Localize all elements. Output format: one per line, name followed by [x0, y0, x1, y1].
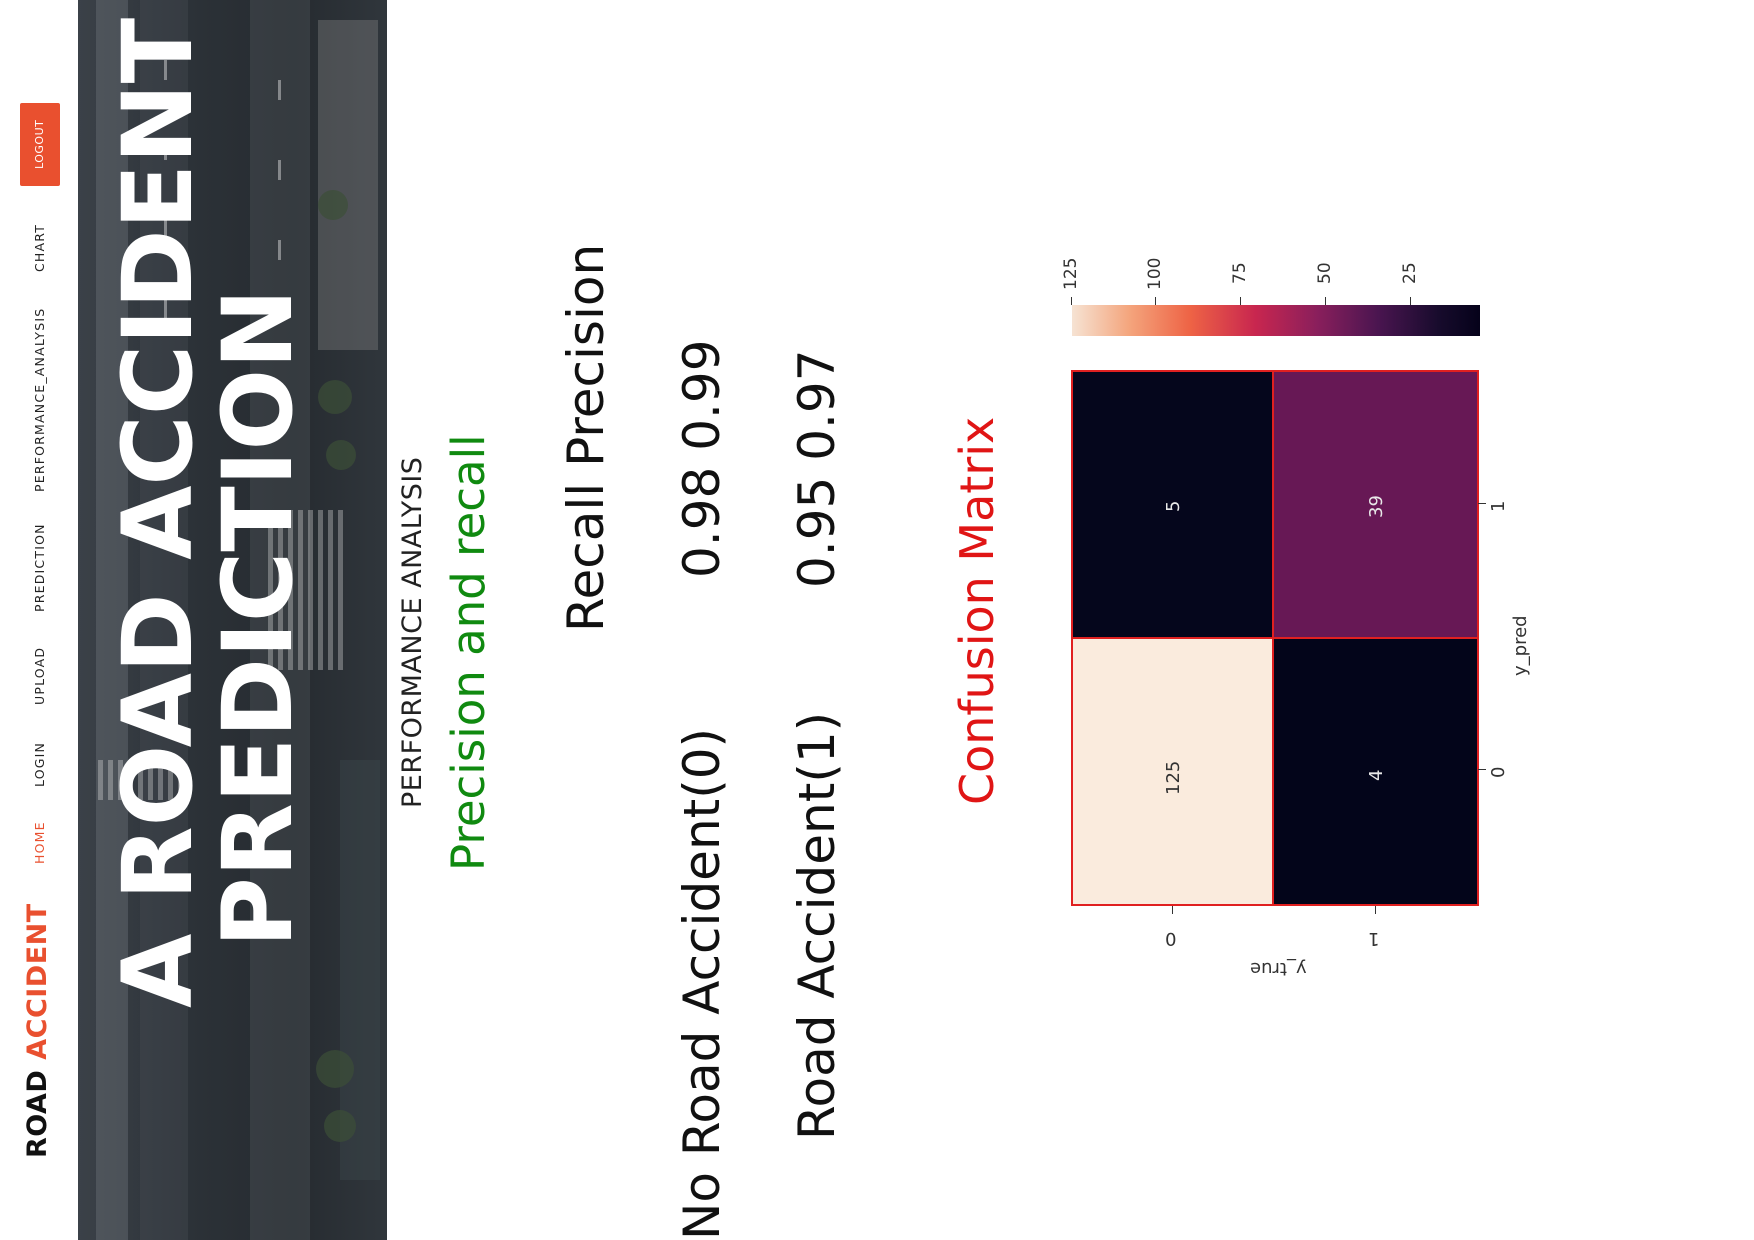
heatmap-cell: 5: [1071, 370, 1274, 639]
tree: [318, 190, 348, 220]
logout-button[interactable]: LOGOUT: [20, 103, 60, 186]
tick-mark: [1155, 297, 1156, 305]
lane-marking: [278, 160, 281, 180]
nav-home[interactable]: HOME: [32, 821, 47, 864]
lane-marking: [164, 140, 167, 160]
row-values-no-accident: 0.98 0.99: [673, 339, 731, 578]
section-label: PERFORMANCE ANALYSIS: [397, 456, 428, 808]
colorbar-tick: 25: [1400, 262, 1420, 284]
road-band: [96, 0, 128, 1240]
logout-label: LOGOUT: [33, 119, 46, 169]
lane-marking: [164, 300, 167, 320]
nav-bar: ROAD ACCIDENT HOME LOGIN UPLOAD PREDICTI…: [0, 0, 78, 1240]
nav-login[interactable]: LOGIN: [32, 741, 47, 787]
cell-value: 39: [1366, 495, 1387, 518]
colorbar-tick: 50: [1315, 262, 1335, 284]
nav-upload[interactable]: UPLOAD: [32, 646, 47, 705]
colorbar: [1072, 305, 1480, 336]
cell-value: 4: [1366, 769, 1387, 781]
tree: [318, 380, 352, 414]
confusion-matrix-title: Confusion Matrix: [950, 416, 1004, 805]
brand-logo[interactable]: ROAD ACCIDENT: [22, 903, 53, 1158]
cell-value: 5: [1163, 500, 1184, 512]
road-band: [250, 0, 310, 1240]
x-tick-label: 0: [1488, 766, 1509, 778]
tick-mark: [1478, 503, 1486, 504]
building-block: [340, 760, 380, 1180]
lane-marking: [278, 240, 281, 260]
y-tick-label: 0: [1165, 928, 1177, 949]
tick-mark: [1375, 906, 1376, 914]
hero-title: A ROAD ACCIDENT PREDICTION: [102, 17, 314, 1008]
metrics-column-header: Recall Precision: [557, 243, 615, 632]
tick-mark: [1172, 906, 1173, 914]
nav-chart[interactable]: CHART: [32, 223, 47, 272]
tick-mark: [1325, 297, 1326, 305]
tick-mark: [1410, 297, 1411, 305]
brand-word-accident: ACCIDENT: [22, 903, 53, 1060]
x-axis-label: y_pred: [1510, 615, 1531, 676]
row-label-no-accident: No Road Accident(0): [673, 727, 731, 1240]
nav-performance-analysis[interactable]: PERFORMANCE_ANALYSIS: [32, 307, 47, 492]
crosswalk: [268, 510, 348, 670]
lane-marking: [278, 80, 281, 100]
y-tick-label: 1: [1368, 928, 1380, 949]
colorbar-tick: 75: [1230, 262, 1250, 284]
building-block: [318, 20, 378, 350]
y-axis-label: y_true: [1250, 958, 1307, 979]
x-tick-label: 1: [1488, 500, 1509, 512]
heatmap-cell: 39: [1272, 370, 1479, 639]
brand-word-road: ROAD: [22, 1069, 53, 1158]
tick-mark: [1240, 297, 1241, 305]
road-band: [140, 0, 188, 1240]
tree: [324, 1110, 356, 1142]
tree: [326, 440, 356, 470]
lane-marking: [164, 220, 167, 240]
tick-mark: [1071, 297, 1072, 305]
nav-prediction[interactable]: PREDICTION: [32, 523, 47, 612]
tree: [316, 1050, 354, 1088]
row-values-accident: 0.95 0.97: [788, 349, 846, 588]
hero-banner: A ROAD ACCIDENT PREDICTION: [78, 0, 387, 1240]
colorbar-tick: 125: [1061, 257, 1081, 290]
hero-title-line2: PREDICTION: [202, 288, 314, 948]
lane-marking: [164, 60, 167, 80]
heatmap-cell: 125: [1071, 637, 1274, 906]
colorbar-tick: 100: [1145, 257, 1165, 290]
hero-title-line1: A ROAD ACCIDENT: [102, 17, 214, 1008]
heatmap-cell: 4: [1272, 637, 1479, 906]
row-label-accident: Road Accident(1): [788, 711, 846, 1140]
crosswalk: [98, 760, 188, 800]
tick-mark: [1478, 769, 1486, 770]
precision-recall-heading: Precision and recall: [442, 434, 495, 871]
cell-value: 125: [1163, 760, 1184, 795]
